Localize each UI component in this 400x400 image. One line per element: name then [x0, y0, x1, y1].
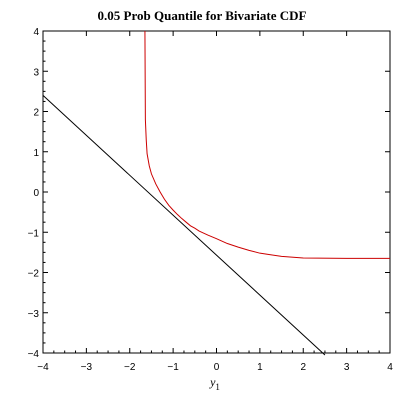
y-tick-label: 4	[33, 27, 39, 38]
x-tick-label: −1	[167, 362, 179, 373]
x-tick-label: −4	[37, 362, 49, 373]
x-axis-label-subscript: 1	[215, 382, 220, 392]
y-tick-label: −1	[28, 228, 40, 239]
tangent-line	[42, 95, 326, 356]
y-tick-label: −3	[28, 309, 40, 320]
x-tick-label: −2	[124, 362, 136, 373]
x-tick-label: 0	[214, 362, 220, 373]
x-axis-label: y1	[209, 375, 220, 392]
y-tick-label: −2	[28, 269, 40, 280]
plot-frame	[42, 30, 391, 354]
x-tick-label: 4	[387, 362, 393, 373]
x-tick-label: 3	[344, 362, 350, 373]
x-tick-label: 1	[257, 362, 263, 373]
x-tick-label: −3	[81, 362, 93, 373]
x-tick-label: 2	[300, 362, 306, 373]
quantile-curve-line	[144, 30, 390, 259]
y-tick-label: 0	[33, 188, 39, 199]
y-tick-label: −4	[28, 349, 40, 360]
y-tick-label: 1	[33, 148, 39, 159]
chart-title: 0.05 Prob Quantile for Bivariate CDF	[98, 8, 307, 23]
y-tick-label: 2	[33, 108, 39, 119]
y-tick-label: 3	[33, 67, 39, 78]
